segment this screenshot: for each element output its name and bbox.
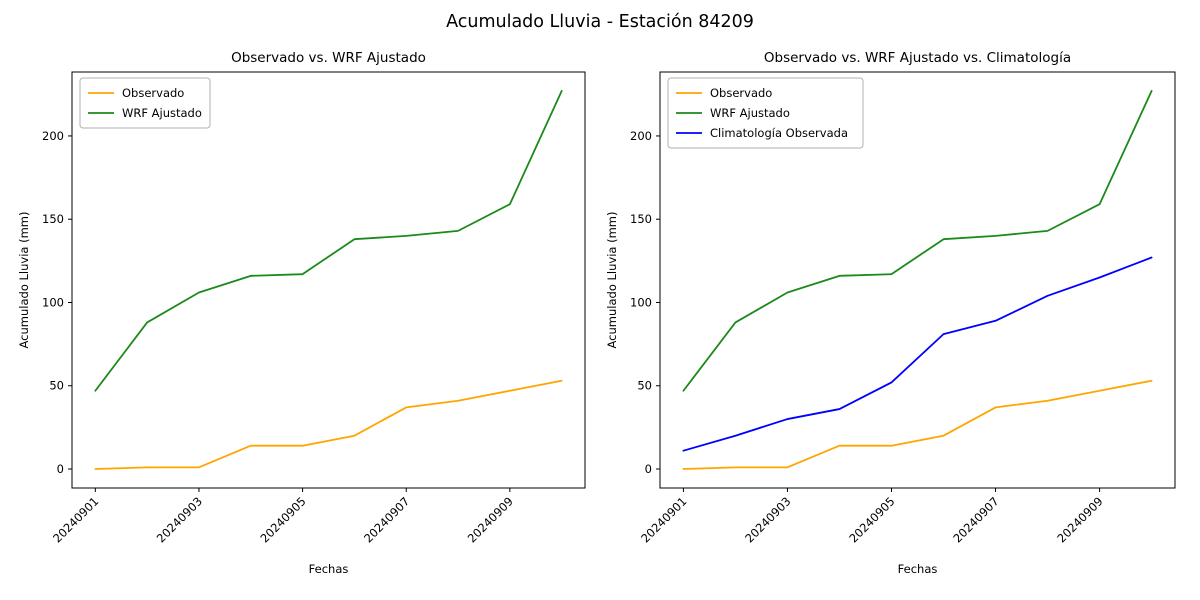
svg-text:Observado vs. WRF Ajustado: Observado vs. WRF Ajustado bbox=[231, 50, 426, 66]
chart-observado-vs-wrf: 0 50 100 150 200 20240901 20240903 20240905 2024… bbox=[17, 50, 586, 576]
svg-text:Observado vs. WRF Ajustado vs.: Observado vs. WRF Ajustado vs. Climatolo… bbox=[764, 50, 1071, 66]
svg-text:100: 100 bbox=[42, 295, 64, 309]
svg-text:WRF Ajustado: WRF Ajustado bbox=[122, 106, 202, 120]
svg-text:Climatología Observada: Climatología Observada bbox=[710, 126, 848, 140]
svg-text:150: 150 bbox=[42, 212, 64, 226]
svg-text:Fechas: Fechas bbox=[309, 562, 349, 576]
svg-text:20240903: 20240903 bbox=[742, 494, 793, 545]
svg-text:100: 100 bbox=[630, 295, 652, 309]
svg-text:20240905: 20240905 bbox=[846, 494, 897, 545]
svg-text:Acumulado Lluvia (mm): Acumulado Lluvia (mm) bbox=[605, 212, 619, 349]
chart-observado-vs-wrf-vs-climatologia: 0 50 100 150 200 20240901 20240903 20240905 2024… bbox=[605, 50, 1176, 576]
svg-text:Acumulado Lluvia (mm): Acumulado Lluvia (mm) bbox=[17, 212, 31, 349]
svg-text:20240901: 20240901 bbox=[638, 494, 689, 545]
svg-text:0: 0 bbox=[645, 462, 652, 476]
svg-text:20240905: 20240905 bbox=[257, 494, 308, 545]
svg-text:150: 150 bbox=[630, 212, 652, 226]
svg-text:20240901: 20240901 bbox=[50, 494, 101, 545]
svg-text:20240907: 20240907 bbox=[950, 494, 1001, 545]
svg-text:20240907: 20240907 bbox=[361, 494, 412, 545]
svg-text:200: 200 bbox=[42, 129, 64, 143]
svg-text:WRF Ajustado: WRF Ajustado bbox=[710, 106, 790, 120]
svg-text:20240909: 20240909 bbox=[465, 494, 516, 545]
svg-text:20240909: 20240909 bbox=[1054, 494, 1105, 545]
svg-text:Fechas: Fechas bbox=[898, 562, 938, 576]
svg-text:20240903: 20240903 bbox=[154, 494, 205, 545]
svg-text:50: 50 bbox=[49, 379, 64, 393]
svg-text:200: 200 bbox=[630, 129, 652, 143]
svg-text:Observado: Observado bbox=[710, 86, 772, 100]
svg-text:50: 50 bbox=[637, 379, 652, 393]
figure-title: Acumulado Lluvia - Estación 84209 bbox=[446, 12, 754, 32]
svg-text:Observado: Observado bbox=[122, 86, 184, 100]
svg-text:0: 0 bbox=[57, 462, 64, 476]
